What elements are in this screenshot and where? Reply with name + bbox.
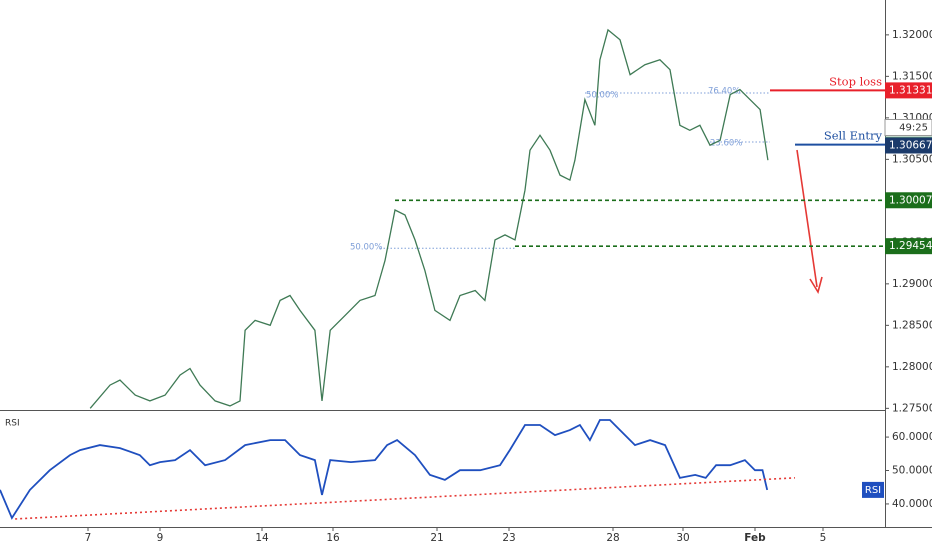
x-tick-label: 23 xyxy=(502,532,515,544)
x-tick-label: 5 xyxy=(820,532,827,544)
level-name: Sell Entry xyxy=(824,129,883,143)
rsi-badge-label: RSI xyxy=(865,485,881,496)
level-badge-label: 1.30007 xyxy=(889,194,932,206)
y-tick-label: 1.29000 xyxy=(892,278,932,290)
rsi-trendline xyxy=(15,477,795,520)
fib-label: 76.40% xyxy=(708,86,740,96)
y-tick-label: 1.28500 xyxy=(892,319,932,331)
level-badge xyxy=(885,238,932,255)
level-name: Stop loss xyxy=(829,74,882,88)
level-badge-label: 1.29454 xyxy=(889,240,932,252)
x-tick-label: Feb xyxy=(744,532,766,544)
x-tick-label: 7 xyxy=(85,532,92,544)
y2-tick-label: 40.0000 xyxy=(892,498,932,510)
level-badge-label: 1.31331 xyxy=(889,84,932,96)
rsi-pane-label: RSI xyxy=(5,419,20,429)
countdown-label: 49:25 xyxy=(899,122,928,133)
y2-tick-label: 50.0000 xyxy=(892,465,932,477)
price-line xyxy=(89,28,769,409)
y-tick-label: 1.32000 xyxy=(892,29,932,41)
rsi-badge xyxy=(862,481,884,498)
level-badge xyxy=(885,192,932,209)
x-tick-label: 16 xyxy=(326,532,340,544)
current-price-label: 1.30667 xyxy=(889,139,932,151)
y-tick-label: 1.30500 xyxy=(892,153,932,165)
current-price-badge xyxy=(885,137,932,154)
y2-tick-label: 60.0000 xyxy=(892,431,932,443)
level-badge xyxy=(885,82,932,99)
y-tick-label: 1.31500 xyxy=(892,70,932,82)
y-tick-label: 1.27500 xyxy=(892,402,932,414)
y-tick-label: 1.28000 xyxy=(892,361,932,373)
x-tick-label: 28 xyxy=(606,532,619,544)
x-tick-label: 14 xyxy=(255,532,269,544)
x-tick-label: 21 xyxy=(430,532,443,544)
fib-label: 23.60% xyxy=(710,139,742,149)
x-tick-label: 9 xyxy=(157,532,164,544)
fib-label: 50.00% xyxy=(586,90,618,100)
fib-label: 50.00% xyxy=(350,243,382,253)
sell-arrow xyxy=(796,149,823,295)
rsi-line xyxy=(0,419,769,520)
x-tick-label: 30 xyxy=(676,532,689,544)
countdown-badge xyxy=(884,118,932,136)
